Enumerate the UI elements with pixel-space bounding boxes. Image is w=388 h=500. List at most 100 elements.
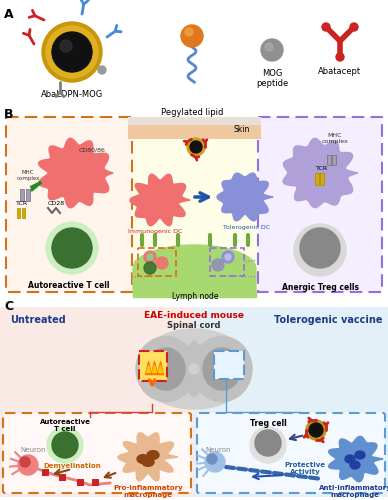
Text: Anti-inflammatory
macrophage: Anti-inflammatory macrophage (319, 485, 388, 498)
Circle shape (181, 25, 203, 47)
Circle shape (60, 40, 72, 52)
Text: Protective
Activity: Protective Activity (284, 462, 326, 475)
Ellipse shape (350, 461, 360, 469)
Circle shape (207, 454, 217, 464)
Polygon shape (329, 436, 383, 482)
FancyBboxPatch shape (6, 117, 132, 292)
FancyBboxPatch shape (315, 173, 319, 185)
Ellipse shape (137, 329, 251, 409)
FancyBboxPatch shape (128, 117, 261, 292)
Ellipse shape (142, 458, 154, 466)
FancyBboxPatch shape (214, 351, 244, 379)
Circle shape (205, 452, 225, 472)
Text: AbaLDPN-MOG: AbaLDPN-MOG (41, 90, 103, 99)
FancyBboxPatch shape (197, 413, 385, 493)
Ellipse shape (345, 455, 355, 463)
Circle shape (52, 32, 92, 72)
Polygon shape (133, 245, 256, 292)
FancyBboxPatch shape (139, 351, 167, 381)
Circle shape (265, 43, 273, 51)
Text: Immunogenic DC: Immunogenic DC (128, 229, 182, 234)
Circle shape (255, 430, 281, 456)
FancyBboxPatch shape (77, 479, 84, 486)
FancyBboxPatch shape (258, 117, 382, 292)
Circle shape (212, 259, 224, 271)
FancyBboxPatch shape (320, 173, 324, 185)
Text: TCR: TCR (316, 166, 328, 171)
Text: Lymph node: Lymph node (172, 292, 218, 301)
FancyBboxPatch shape (128, 117, 261, 125)
Circle shape (18, 455, 38, 475)
Text: CD28: CD28 (47, 201, 64, 206)
Ellipse shape (147, 348, 185, 390)
FancyBboxPatch shape (332, 155, 336, 165)
Circle shape (189, 364, 199, 374)
Circle shape (261, 39, 283, 61)
Polygon shape (118, 433, 178, 481)
Circle shape (20, 457, 30, 467)
Polygon shape (217, 173, 273, 221)
Circle shape (42, 22, 102, 82)
Circle shape (98, 66, 106, 74)
Polygon shape (130, 174, 190, 226)
Circle shape (306, 420, 326, 440)
Text: Neuron: Neuron (20, 447, 45, 453)
Polygon shape (38, 138, 113, 208)
FancyBboxPatch shape (22, 208, 25, 218)
Circle shape (322, 23, 330, 31)
Ellipse shape (192, 336, 252, 402)
FancyBboxPatch shape (17, 208, 20, 218)
Text: Tolerogenic DC: Tolerogenic DC (223, 225, 270, 230)
Circle shape (222, 251, 234, 263)
Text: Anergic Treg cells: Anergic Treg cells (282, 283, 359, 292)
Text: Spinal cord: Spinal cord (167, 321, 221, 330)
Circle shape (47, 427, 83, 463)
Polygon shape (283, 138, 358, 207)
Ellipse shape (185, 342, 203, 396)
Ellipse shape (355, 451, 365, 459)
Text: B: B (4, 108, 14, 121)
Circle shape (52, 432, 78, 458)
Text: TCR: TCR (16, 201, 28, 206)
Text: Tolerogenic vaccine: Tolerogenic vaccine (274, 315, 382, 325)
Circle shape (300, 228, 340, 268)
Circle shape (336, 53, 344, 61)
Text: Untreated: Untreated (10, 315, 66, 325)
FancyBboxPatch shape (3, 413, 191, 493)
Text: MHC
complex: MHC complex (322, 133, 348, 144)
Text: MHC
complex: MHC complex (16, 170, 40, 181)
Circle shape (156, 257, 168, 269)
Text: MOG
peptide: MOG peptide (256, 69, 288, 88)
FancyBboxPatch shape (59, 474, 66, 481)
Ellipse shape (147, 450, 159, 460)
FancyBboxPatch shape (327, 155, 331, 165)
Text: EAE-induced mouse: EAE-induced mouse (144, 311, 244, 320)
Circle shape (46, 26, 98, 78)
Text: Demyelination: Demyelination (43, 463, 101, 469)
Circle shape (250, 427, 286, 463)
FancyBboxPatch shape (194, 307, 388, 497)
Ellipse shape (203, 348, 241, 390)
Circle shape (187, 138, 205, 156)
Ellipse shape (136, 336, 196, 402)
Text: Pegylated lipid: Pegylated lipid (161, 108, 223, 117)
Circle shape (350, 23, 358, 31)
Text: Neuron: Neuron (205, 447, 230, 453)
Text: Autoreactive T cell: Autoreactive T cell (28, 281, 110, 290)
FancyBboxPatch shape (0, 307, 194, 497)
FancyBboxPatch shape (26, 189, 30, 201)
Circle shape (190, 141, 202, 153)
Text: CD80/86: CD80/86 (78, 148, 106, 153)
Text: Autoreactive
T cell: Autoreactive T cell (40, 419, 90, 432)
Text: Abatacept: Abatacept (319, 67, 362, 76)
Ellipse shape (137, 454, 149, 464)
Circle shape (185, 28, 193, 36)
FancyBboxPatch shape (42, 469, 49, 476)
Circle shape (144, 251, 156, 263)
Circle shape (225, 254, 231, 260)
Circle shape (309, 423, 323, 437)
Circle shape (52, 228, 92, 268)
Text: Treg cell: Treg cell (249, 419, 286, 428)
Text: Skin: Skin (234, 124, 250, 134)
FancyBboxPatch shape (20, 189, 24, 201)
